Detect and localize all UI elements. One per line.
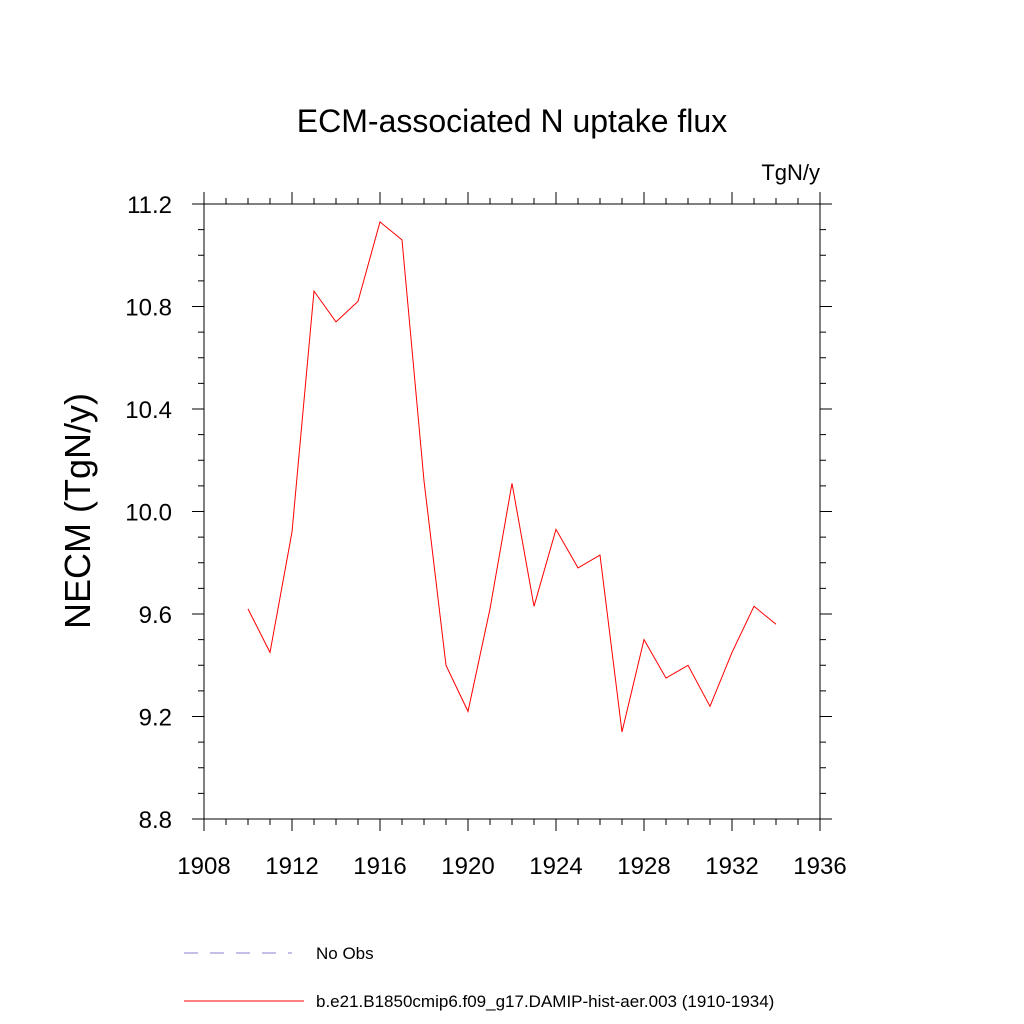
- x-tick-label: 1928: [617, 853, 670, 880]
- y-axis-label: NECM (TgN/y): [57, 393, 98, 629]
- y-tick-label: 9.6: [139, 602, 172, 629]
- x-tick-label: 1916: [353, 853, 406, 880]
- plot-frame: [203, 203, 821, 820]
- x-tick-labels: 1908 1912 1916 1920 1924 1928 1932 1936: [177, 853, 846, 880]
- chart-title: ECM-associated N uptake flux: [297, 103, 727, 139]
- x-tick-label: 1924: [529, 853, 582, 880]
- y-tick-label: 10.8: [125, 295, 172, 322]
- y-ticks: [192, 203, 832, 820]
- y-tick-label: 10.0: [125, 500, 172, 527]
- x-tick-label: 1912: [265, 853, 318, 880]
- legend-label-no-obs: No Obs: [316, 944, 374, 963]
- y-tick-label: 9.2: [139, 705, 172, 732]
- x-tick-label: 1932: [705, 853, 758, 880]
- units-label: TgN/y: [761, 160, 820, 185]
- x-tick-label: 1920: [441, 853, 494, 880]
- x-tick-label: 1908: [177, 853, 230, 880]
- x-tick-label: 1936: [793, 853, 846, 880]
- x-ticks: [203, 192, 821, 831]
- series-line: [247, 221, 777, 733]
- y-tick-label: 8.8: [139, 807, 172, 834]
- y-tick-label: 11.2: [127, 192, 172, 219]
- y-tick-labels: 8.8 9.2 9.6 10.0 10.4 10.8 11.2: [125, 192, 172, 834]
- legend-label-model: b.e21.B1850cmip6.f09_g17.DAMIP-hist-aer.…: [316, 992, 774, 1011]
- y-tick-label: 10.4: [125, 397, 172, 424]
- series-group: [247, 221, 777, 733]
- legend: No Obs b.e21.B1850cmip6.f09_g17.DAMIP-hi…: [184, 944, 774, 1011]
